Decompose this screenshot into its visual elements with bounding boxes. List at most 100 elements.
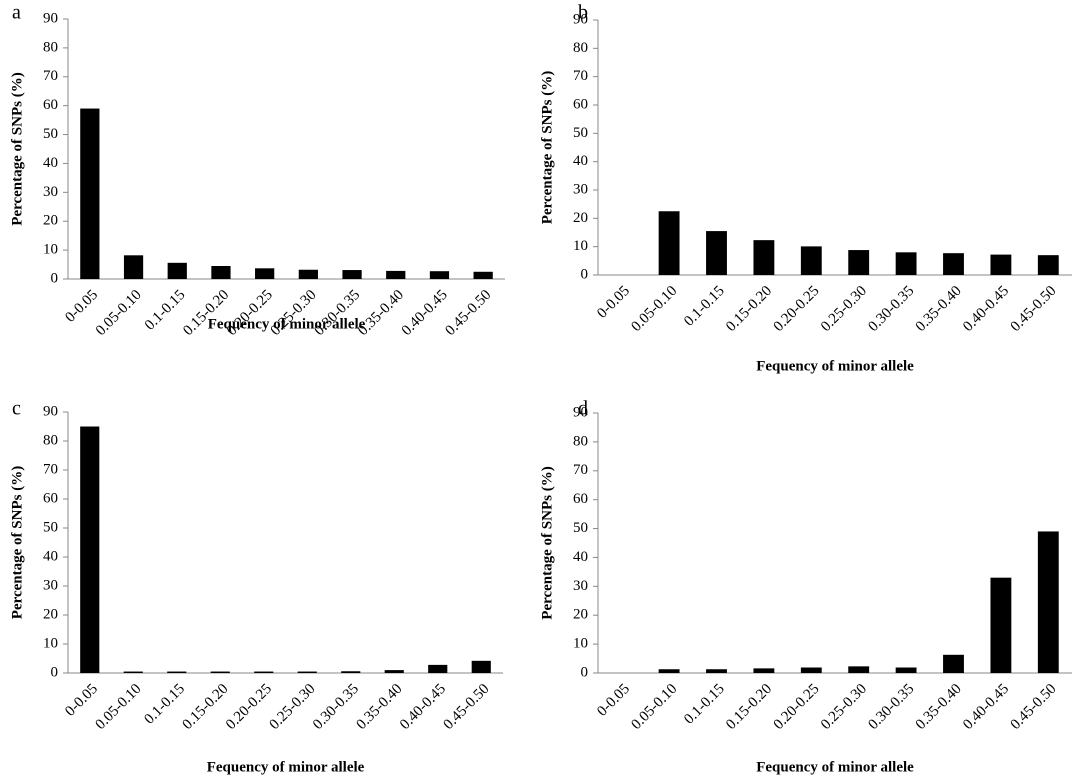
x-tick-label: 0.20-0.25 <box>771 283 823 335</box>
x-tick-label: 0.30-0.35 <box>865 283 917 335</box>
y-tick-label: 40 <box>43 548 58 564</box>
panel-label: c <box>12 398 21 420</box>
x-axis-title: Fequency of minor allele <box>207 759 365 775</box>
x-tick-label: 0.45-0.50 <box>441 681 493 733</box>
bar <box>211 266 231 279</box>
x-tick-label: 0.45-0.50 <box>1008 283 1060 335</box>
bar <box>384 670 404 673</box>
bar <box>943 654 964 673</box>
y-tick-label: 70 <box>43 461 58 477</box>
y-tick-label: 60 <box>43 97 58 113</box>
y-tick-label: 80 <box>43 39 58 55</box>
bar <box>800 246 822 275</box>
y-tick-label: 90 <box>573 11 588 27</box>
x-tick-label: 0.20-0.25 <box>771 681 823 733</box>
x-axis-title: Fequency of minor allele <box>208 316 366 332</box>
y-tick-label: 10 <box>573 636 588 652</box>
y-axis-title: Percentage of SNPs (%) <box>9 72 25 225</box>
bar <box>658 211 680 275</box>
x-tick-label: 0.20-0.25 <box>223 681 275 733</box>
bar <box>80 108 100 279</box>
bar <box>123 255 144 279</box>
x-tick-label: 0.05-0.10 <box>628 283 680 335</box>
x-tick-label: 0.40-0.45 <box>960 681 1012 733</box>
bar <box>255 268 275 279</box>
y-tick-label: 50 <box>43 126 58 142</box>
y-tick-label: 10 <box>573 238 588 254</box>
y-tick-label: 30 <box>43 184 58 200</box>
y-tick-label: 50 <box>573 520 588 536</box>
y-tick-label: 60 <box>573 491 588 507</box>
x-tick-label: 0.15-0.20 <box>723 283 775 335</box>
y-tick-label: 20 <box>573 607 588 623</box>
bar <box>210 671 230 673</box>
bar <box>428 664 448 673</box>
bar <box>386 270 406 279</box>
bar <box>848 666 870 673</box>
bar <box>990 577 1012 673</box>
y-tick-label: 30 <box>573 181 588 197</box>
y-tick-label: 20 <box>573 210 588 226</box>
y-tick-label: 80 <box>573 40 588 56</box>
bar <box>753 668 775 673</box>
x-tick-label: 0.45-0.50 <box>1008 681 1060 733</box>
y-tick-label: 80 <box>43 432 58 448</box>
panel-label: a <box>12 2 21 24</box>
bar <box>123 671 143 673</box>
y-tick-label: 20 <box>43 213 58 229</box>
y-tick-label: 70 <box>43 68 58 84</box>
x-tick-label: 0.40-0.45 <box>397 681 449 733</box>
bar <box>895 667 917 673</box>
panel-label: b <box>578 2 588 24</box>
bar <box>1037 531 1059 673</box>
bar <box>80 426 100 673</box>
bar <box>706 669 727 673</box>
bar <box>254 671 274 673</box>
x-tick-label: 0.30-0.35 <box>310 681 362 733</box>
y-tick-label: 40 <box>43 155 58 171</box>
y-tick-label: 20 <box>43 606 58 622</box>
x-tick-label: 0-0.05 <box>62 287 101 326</box>
bar <box>471 660 491 673</box>
x-axis-title: Fequency of minor allele <box>756 358 914 374</box>
y-tick-label: 10 <box>43 635 58 651</box>
y-tick-label: 70 <box>573 68 588 84</box>
y-tick-label: 80 <box>573 433 588 449</box>
y-tick-label: 0 <box>51 270 59 286</box>
y-tick-label: 70 <box>573 462 588 478</box>
bar <box>341 671 361 673</box>
bar <box>167 262 187 279</box>
x-tick-label: 0.05-0.10 <box>93 287 145 339</box>
y-tick-label: 50 <box>43 519 58 535</box>
bar <box>658 669 680 673</box>
y-tick-label: 40 <box>573 549 588 565</box>
x-tick-label: 0-0.05 <box>594 681 633 720</box>
bar <box>706 231 727 275</box>
y-axis-title: Percentage of SNPs (%) <box>539 466 555 619</box>
x-tick-label: 0.35-0.40 <box>913 681 965 733</box>
x-tick-label: 0.35-0.40 <box>355 287 407 339</box>
y-tick-label: 90 <box>43 403 58 419</box>
x-tick-label: 0.40-0.45 <box>960 283 1012 335</box>
x-tick-label: 0.1-0.15 <box>681 681 728 728</box>
x-tick-label: 0.45-0.50 <box>442 287 494 339</box>
y-tick-label: 60 <box>43 490 58 506</box>
y-tick-label: 0 <box>51 664 59 680</box>
x-tick-label: 0.25-0.30 <box>818 283 870 335</box>
x-tick-label: 0.35-0.40 <box>913 283 965 335</box>
x-tick-label: 0.15-0.20 <box>723 681 775 733</box>
y-tick-label: 40 <box>573 153 588 169</box>
y-axis-title: Percentage of SNPs (%) <box>9 466 25 619</box>
y-tick-label: 30 <box>573 578 588 594</box>
y-tick-label: 90 <box>573 404 588 420</box>
x-axis-title: Fequency of minor allele <box>756 759 914 775</box>
bar <box>298 269 318 279</box>
x-tick-label: 0-0.05 <box>594 283 633 322</box>
bar <box>342 270 362 279</box>
x-tick-label: 0.25-0.30 <box>267 681 319 733</box>
bar <box>473 271 493 279</box>
bar <box>943 253 964 275</box>
y-tick-label: 0 <box>581 664 589 680</box>
y-tick-label: 50 <box>573 125 588 141</box>
